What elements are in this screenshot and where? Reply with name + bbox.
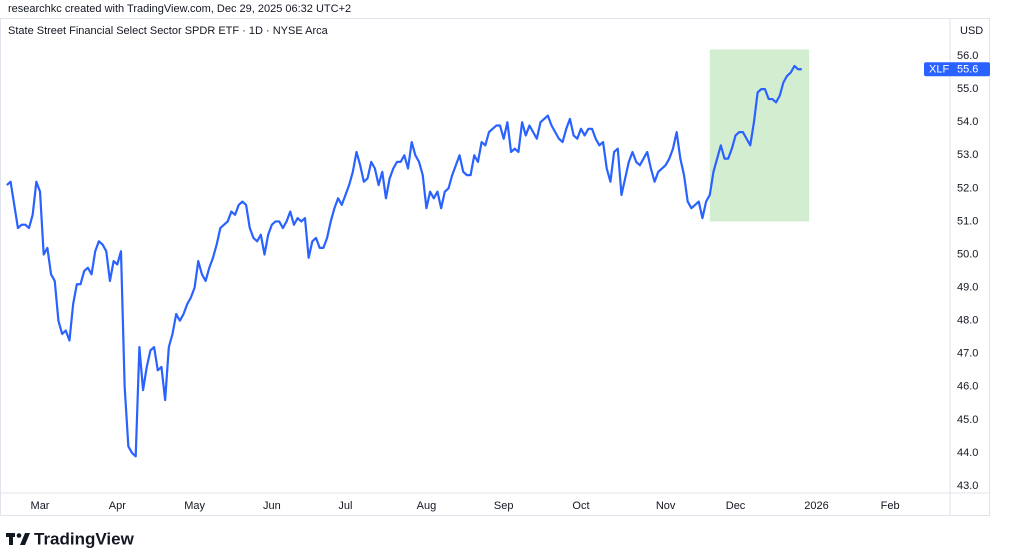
y-tick-label: 50.0 bbox=[957, 248, 978, 260]
y-tick-label: 52.0 bbox=[957, 182, 978, 194]
y-tick-label: 45.0 bbox=[957, 414, 978, 426]
logo bbox=[6, 533, 30, 545]
y-tick-label: 54.0 bbox=[957, 116, 978, 128]
x-tick-label: May bbox=[184, 500, 205, 512]
x-tick-label: Mar bbox=[31, 500, 50, 512]
chart-title: State Street Financial Select Sector SPD… bbox=[8, 25, 329, 37]
x-tick-label: Dec bbox=[726, 500, 746, 512]
last-price-label: 55.6 bbox=[957, 64, 978, 76]
last-price-tag bbox=[924, 62, 990, 77]
y-tick-label: 49.0 bbox=[957, 281, 978, 293]
x-tick-label: Oct bbox=[572, 500, 589, 512]
x-tick-label: Jul bbox=[338, 500, 352, 512]
y-unit: USD bbox=[960, 25, 983, 37]
y-tick-label: 48.0 bbox=[957, 315, 978, 327]
series-name: XLF bbox=[929, 64, 949, 76]
x-tick-label: Jun bbox=[263, 500, 281, 512]
x-tick-label: Sep bbox=[494, 500, 514, 512]
logo-icon bbox=[16, 533, 22, 538]
x-tick-label: Aug bbox=[417, 500, 437, 512]
y-tick-label: 47.0 bbox=[957, 348, 978, 360]
highlight-box bbox=[709, 49, 810, 222]
logo-icon bbox=[20, 533, 30, 545]
y-tick-label: 46.0 bbox=[957, 381, 978, 393]
chart-frame bbox=[0, 18, 990, 516]
price-line bbox=[6, 64, 802, 458]
y-tick-label: 56.0 bbox=[957, 50, 978, 62]
y-tick-label: 43.0 bbox=[957, 480, 978, 492]
x-tick-label: Nov bbox=[656, 500, 676, 512]
brand: TradingView bbox=[34, 529, 135, 548]
y-tick-label: 51.0 bbox=[957, 215, 978, 227]
x-tick-label: Feb bbox=[881, 500, 900, 512]
x-tick-label: Apr bbox=[109, 500, 126, 512]
header: researchkc created with TradingView.com,… bbox=[8, 3, 351, 15]
logo-icon bbox=[9, 533, 13, 545]
x-tick-label: 2026 bbox=[804, 500, 828, 512]
y-tick-label: 53.0 bbox=[957, 149, 978, 161]
y-tick-label: 55.0 bbox=[957, 83, 978, 95]
y-tick-label: 44.0 bbox=[957, 447, 978, 459]
